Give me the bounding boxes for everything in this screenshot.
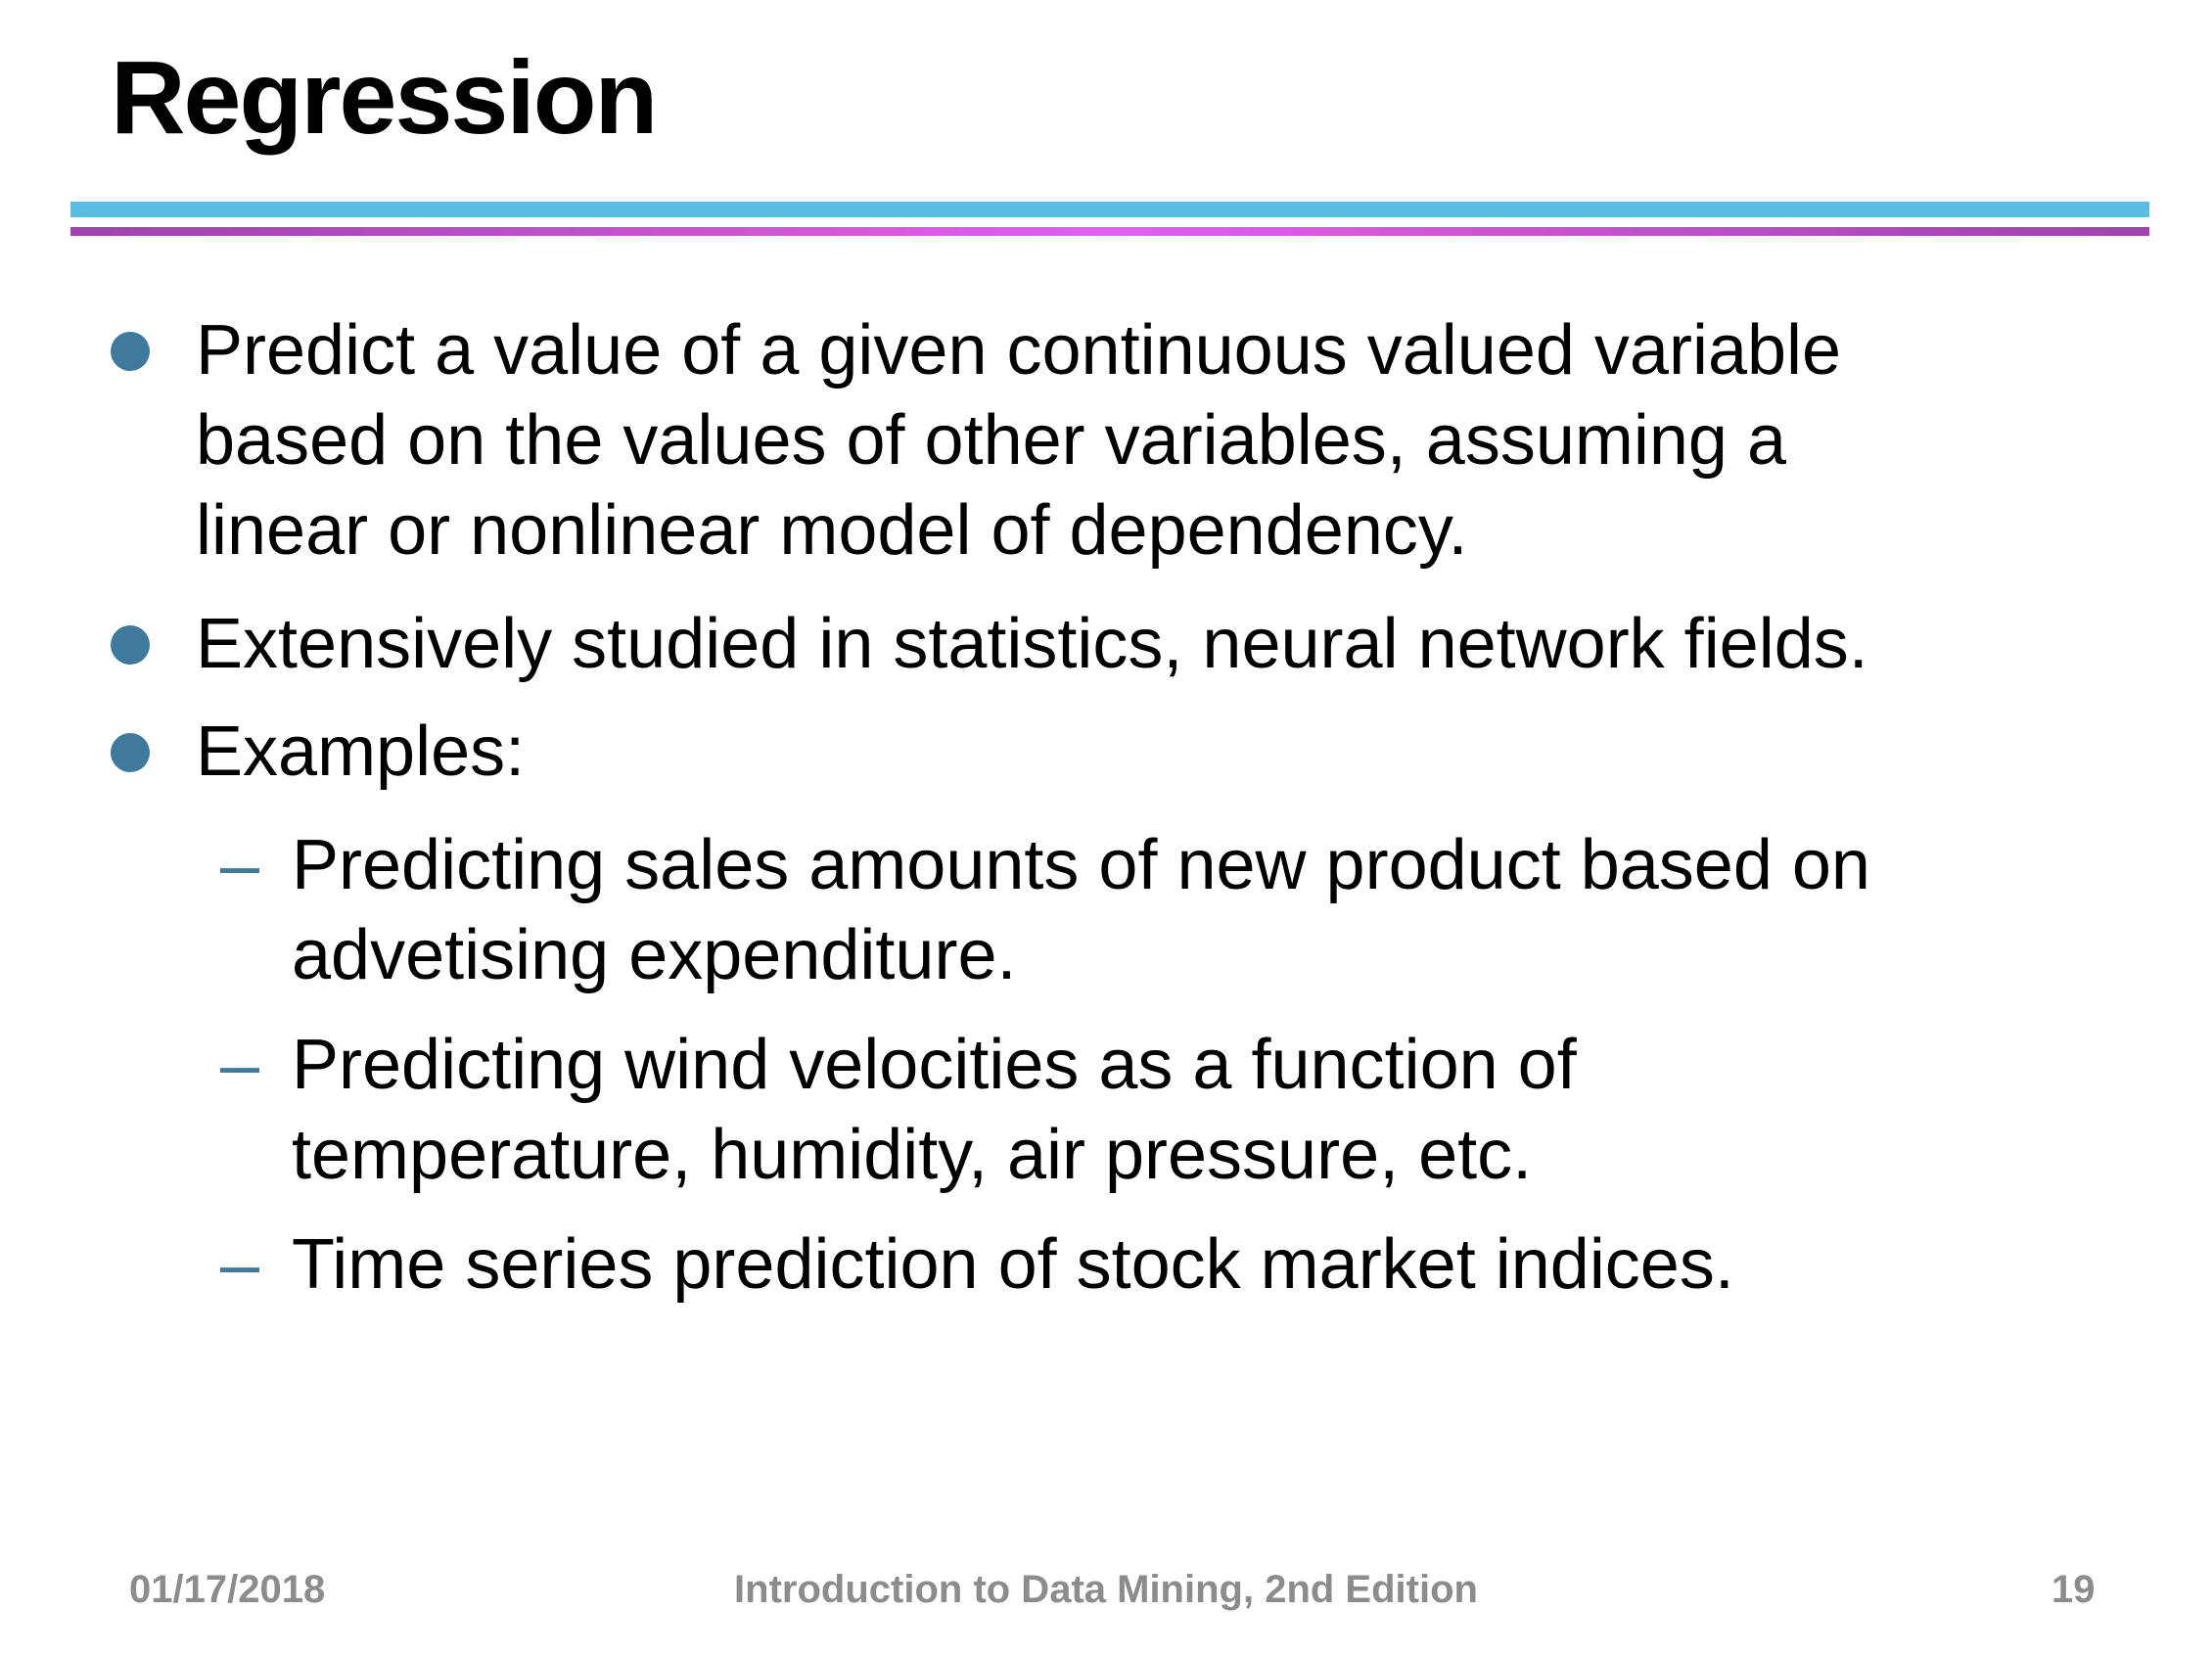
bullet-dot-icon [111,733,150,772]
footer-course-title: Introduction to Data Mining, 2nd Edition [734,1568,1478,1611]
bullet-item: Extensively studied in statistics, neura… [111,599,1868,683]
title-divider-blue [70,202,2149,217]
sub-bullet-text: Time series prediction of stock market i… [292,1225,1734,1304]
title-divider-purple [70,227,2149,236]
sub-bullet-text: Predicting wind velocities as a function… [292,1026,1577,1194]
footer-date: 01/17/2018 [129,1568,326,1611]
bullet-text: Predict a value of a given continuous va… [196,311,1842,570]
footer-page-number: 19 [2051,1568,2096,1611]
dash-marker-icon: – [220,1026,260,1104]
bullet-dot-icon [111,332,150,371]
bullet-item: Examples: [111,707,525,791]
bullet-dot-icon [111,625,150,665]
slide-title: Regression [111,40,658,156]
dash-marker-icon: – [220,826,260,904]
bullet-text: Examples: [196,713,526,791]
bullet-text: Extensively studied in statistics, neura… [196,605,1868,683]
dash-marker-icon: – [220,1225,260,1304]
bullet-item: Predict a value of a given continuous va… [111,305,1841,570]
sub-bullet-text: Predicting sales amounts of new product … [292,826,1870,994]
